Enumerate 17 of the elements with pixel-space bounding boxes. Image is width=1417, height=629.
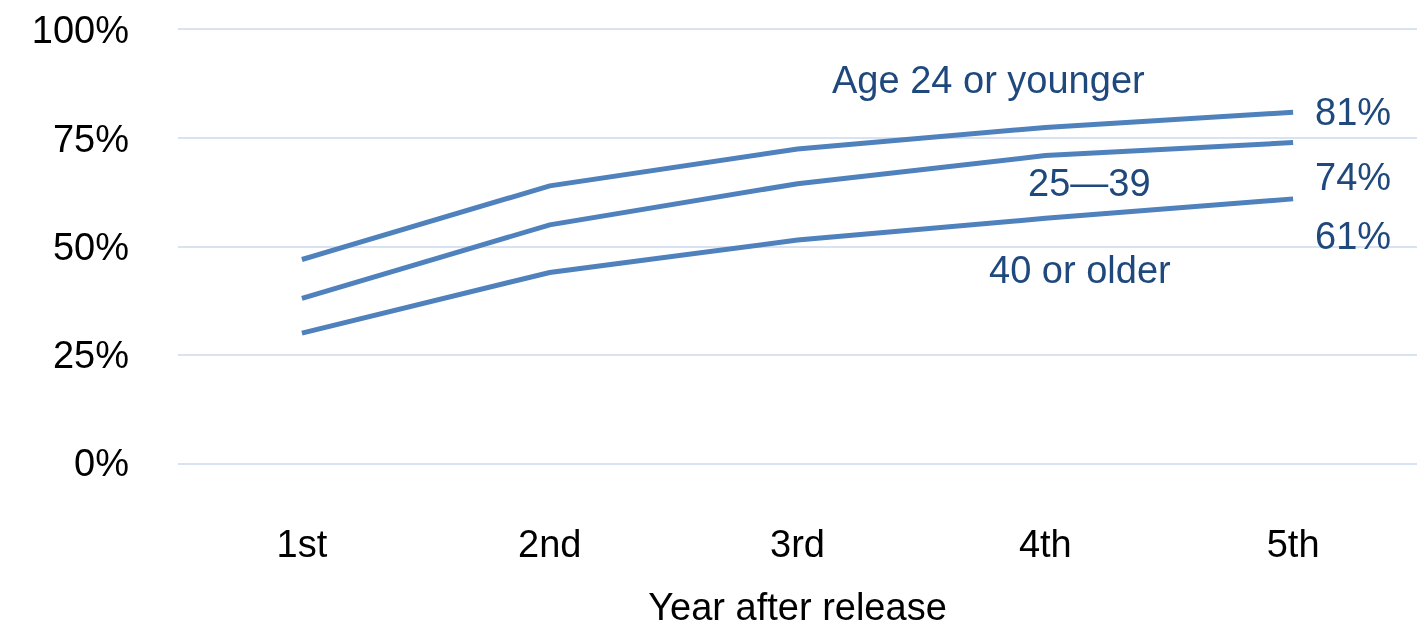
x-axis-title: Year after release (648, 586, 947, 629)
series-label: 25—39 (1028, 162, 1151, 204)
x-tick-label: 3rd (770, 522, 825, 565)
series-label: 40 or older (989, 249, 1172, 291)
y-tick-label: 75% (52, 117, 129, 160)
y-tick-label: 0% (74, 442, 129, 485)
x-tick-label: 1st (276, 522, 328, 565)
y-tick-label: 25% (52, 334, 129, 377)
y-tick-label: 100% (31, 9, 129, 52)
y-tick-label: 50% (52, 225, 129, 268)
series-label: Age 24 or younger (832, 59, 1146, 101)
data-label: 74% (1315, 156, 1392, 198)
x-tick-label: 4th (1018, 522, 1072, 565)
x-tick-label: 5th (1266, 522, 1320, 565)
data-label: 81% (1315, 91, 1392, 133)
data-label: 61% (1315, 215, 1392, 257)
x-tick-label: 2nd (518, 522, 582, 565)
